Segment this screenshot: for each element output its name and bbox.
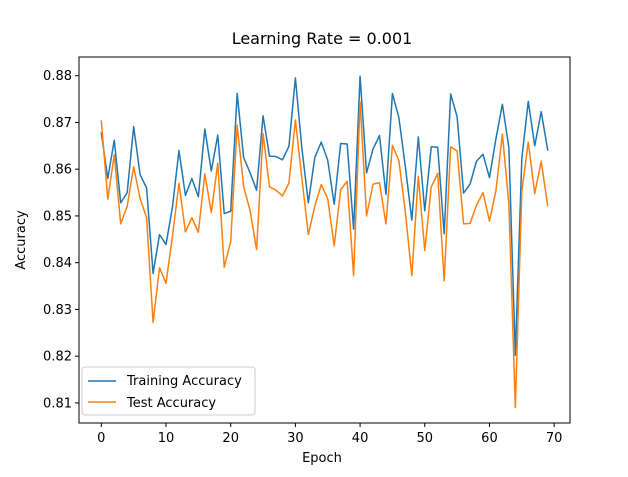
legend: Training Accuracy Test Accuracy xyxy=(81,366,256,416)
plot-area xyxy=(78,56,571,424)
x-tick-label: 40 xyxy=(352,431,369,446)
y-axis: 0.81 0.82 0.83 0.84 0.85 0.86 0.87 0.88 xyxy=(43,69,79,411)
legend-label-test: Test Accuracy xyxy=(126,396,216,411)
x-axis: 0 10 20 30 40 50 60 70 xyxy=(97,423,562,446)
series-line-training-accuracy xyxy=(100,75,549,356)
y-axis-label: Accuracy xyxy=(14,210,29,270)
y-tick-label: 0.82 xyxy=(43,350,72,365)
x-axis-label: Epoch xyxy=(302,451,342,466)
x-tick-label: 50 xyxy=(416,431,433,446)
x-tick-label: 0 xyxy=(97,431,105,446)
y-tick-label: 0.81 xyxy=(43,396,72,411)
y-tick-label: 0.88 xyxy=(43,69,72,84)
x-tick-label: 30 xyxy=(287,431,304,446)
y-tick-label: 0.85 xyxy=(43,209,72,224)
y-tick-label: 0.84 xyxy=(43,256,72,271)
legend-box xyxy=(81,366,256,416)
series-line-test-accuracy xyxy=(100,101,549,409)
x-tick-label: 70 xyxy=(546,431,563,446)
legend-label-training: Training Accuracy xyxy=(126,374,242,389)
axes-frame xyxy=(78,56,571,424)
series-layer xyxy=(100,75,549,409)
y-tick-label: 0.83 xyxy=(43,303,72,318)
y-tick-label: 0.86 xyxy=(43,163,72,178)
y-tick-label: 0.87 xyxy=(43,116,72,131)
x-tick-label: 10 xyxy=(158,431,175,446)
chart-title: Learning Rate = 0.001 xyxy=(232,29,413,48)
x-tick-label: 20 xyxy=(222,431,239,446)
x-tick-label: 60 xyxy=(481,431,498,446)
